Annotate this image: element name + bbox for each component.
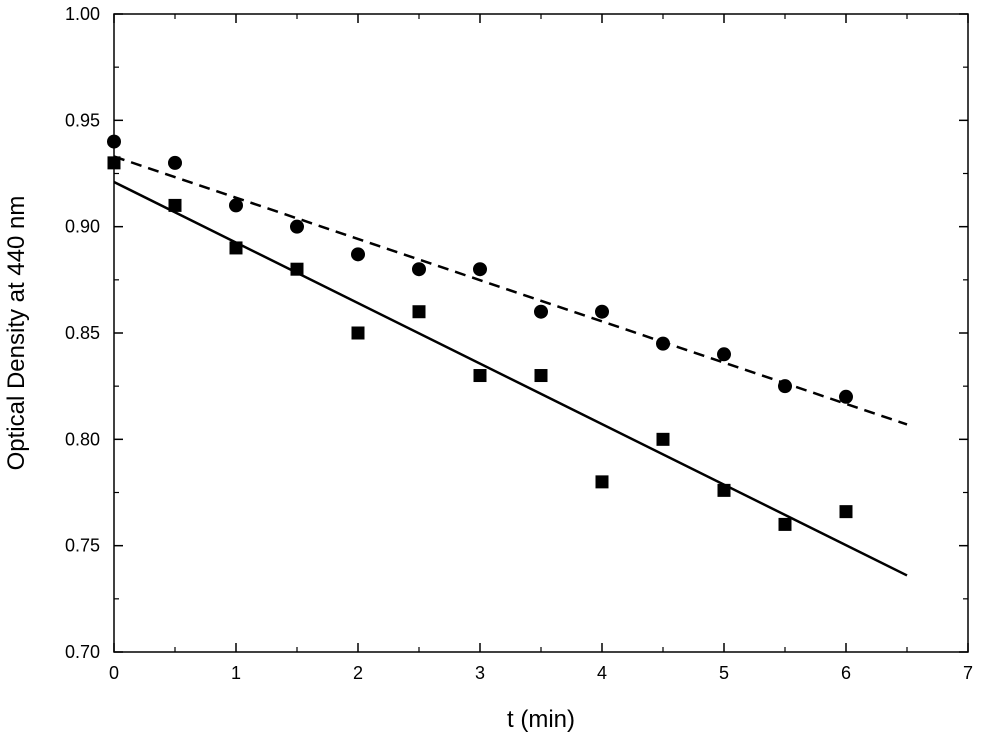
y-tick-label: 0.85 [65, 323, 100, 343]
circle-marker [351, 247, 365, 262]
dashed-fit-line [113, 155, 908, 426]
square-marker [595, 475, 609, 489]
circle-marker [778, 379, 792, 394]
square-marker [656, 432, 670, 446]
circle-marker [168, 155, 182, 170]
circle-marker [229, 198, 243, 213]
square-marker [229, 241, 243, 255]
plot-frame [113, 13, 969, 653]
square-marker [107, 156, 121, 170]
square-marker [290, 262, 304, 276]
x-tick-label: 1 [231, 663, 241, 683]
circle-marker [534, 304, 548, 319]
y-axis: 0.70 0.75 0.80 0.85 0.90 0.95 1.00 [65, 4, 968, 662]
square-marker [778, 517, 792, 531]
square-marker [412, 305, 426, 319]
circle-marker [107, 134, 121, 149]
circle-marker [412, 262, 426, 277]
circle-marker [473, 262, 487, 277]
x-axis: 0 1 2 3 4 5 6 7 [109, 14, 973, 683]
y-tick-label: 1.00 [65, 4, 100, 24]
x-tick-label: 2 [353, 663, 363, 683]
y-tick-label: 0.75 [65, 536, 100, 556]
square-marker [839, 505, 853, 519]
x-tick-label: 4 [597, 663, 607, 683]
x-tick-label: 5 [719, 663, 729, 683]
x-tick-label: 3 [475, 663, 485, 683]
y-tick-label: 0.90 [65, 217, 100, 237]
x-axis-title: t (min) [507, 706, 575, 733]
circle-marker [839, 389, 853, 404]
square-marker [473, 369, 487, 383]
y-tick-label: 0.80 [65, 429, 100, 449]
solid-fit-line [113, 180, 908, 577]
fit-lines [113, 155, 908, 577]
square-marker [717, 483, 731, 497]
x-tick-label: 7 [963, 663, 973, 683]
circle-marker [595, 304, 609, 319]
x-tick-label: 0 [109, 663, 119, 683]
x-tick-label: 6 [841, 663, 851, 683]
circle-marker [717, 347, 731, 362]
circle-marker [656, 336, 670, 351]
y-axis-title: Optical Density at 440 nm [3, 196, 30, 471]
circle-marker [290, 219, 304, 234]
data-markers [107, 134, 853, 531]
square-marker [534, 369, 548, 383]
y-tick-label: 0.70 [65, 642, 100, 662]
plot-area [107, 13, 969, 653]
y-tick-label: 0.95 [65, 110, 100, 130]
square-marker [168, 198, 182, 212]
square-marker [351, 326, 365, 340]
